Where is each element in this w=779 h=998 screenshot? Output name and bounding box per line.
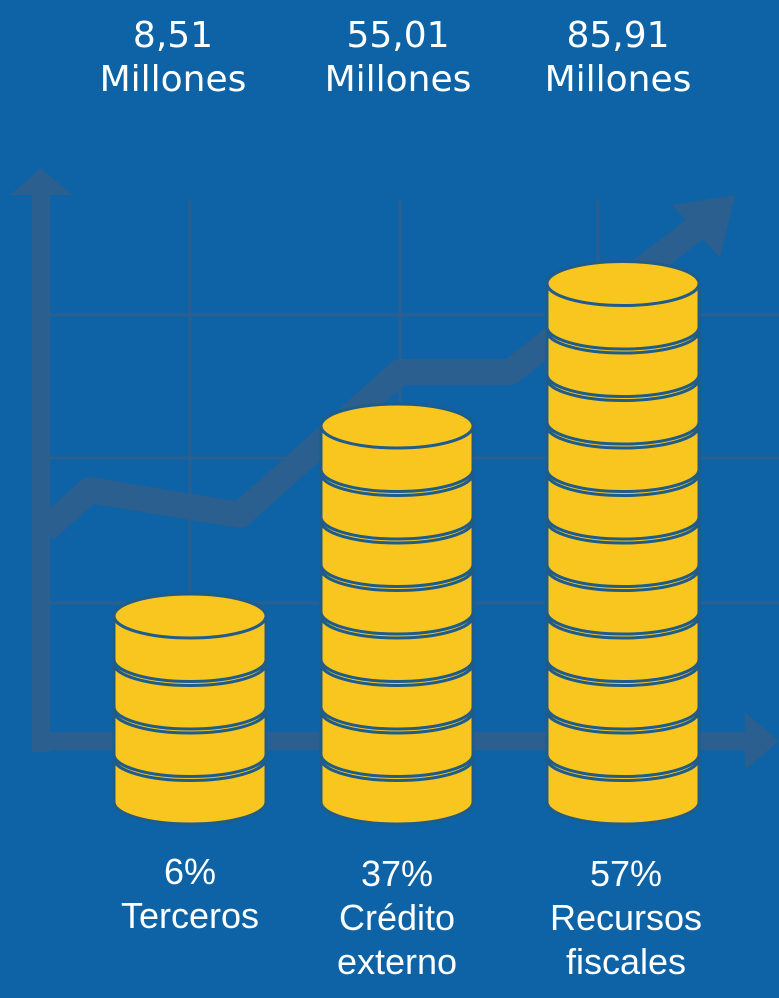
percent-value: 6% <box>163 851 217 892</box>
coin-stacks <box>112 260 701 826</box>
coin-stack-bar <box>319 402 475 826</box>
coin-stack-bar <box>545 260 701 826</box>
percent-value: 37% <box>360 853 434 894</box>
y-axis-arrow <box>10 168 72 195</box>
amount-value: 85,91 <box>566 15 670 56</box>
category-label-terceros: 6% Terceros <box>80 850 300 938</box>
percent-value: 57% <box>589 853 663 894</box>
amount-value: 8,51 <box>132 15 214 56</box>
category-name: Terceros <box>120 895 260 936</box>
category-name: Recursos <box>549 897 703 938</box>
amount-label-recursos-fiscales: 85,91 Millones <box>508 14 728 102</box>
amount-value: 55,01 <box>346 15 450 56</box>
x-axis-arrow <box>745 712 779 770</box>
category-label-recursos-fiscales: 57% Recursos fiscales <box>516 852 736 984</box>
amount-label-terceros: 8,51 Millones <box>63 14 283 102</box>
category-label-credito-externo: 37% Crédito externo <box>287 852 507 984</box>
amount-label-credito-externo: 55,01 Millones <box>288 14 508 102</box>
coin-top <box>545 260 701 307</box>
coin-top <box>319 402 475 450</box>
y-axis <box>32 192 50 752</box>
coin-stack-bar <box>112 592 268 826</box>
category-name: Crédito <box>338 897 456 938</box>
coin <box>545 260 701 351</box>
amount-unit: Millones <box>324 59 472 100</box>
category-name-line2: fiscales <box>565 941 687 982</box>
amount-unit: Millones <box>544 59 692 100</box>
coin-top <box>112 592 268 640</box>
category-name-line2: externo <box>336 941 458 982</box>
trend-arrow <box>672 195 735 258</box>
coin <box>319 402 475 493</box>
coin <box>112 592 268 683</box>
amount-unit: Millones <box>99 59 247 100</box>
